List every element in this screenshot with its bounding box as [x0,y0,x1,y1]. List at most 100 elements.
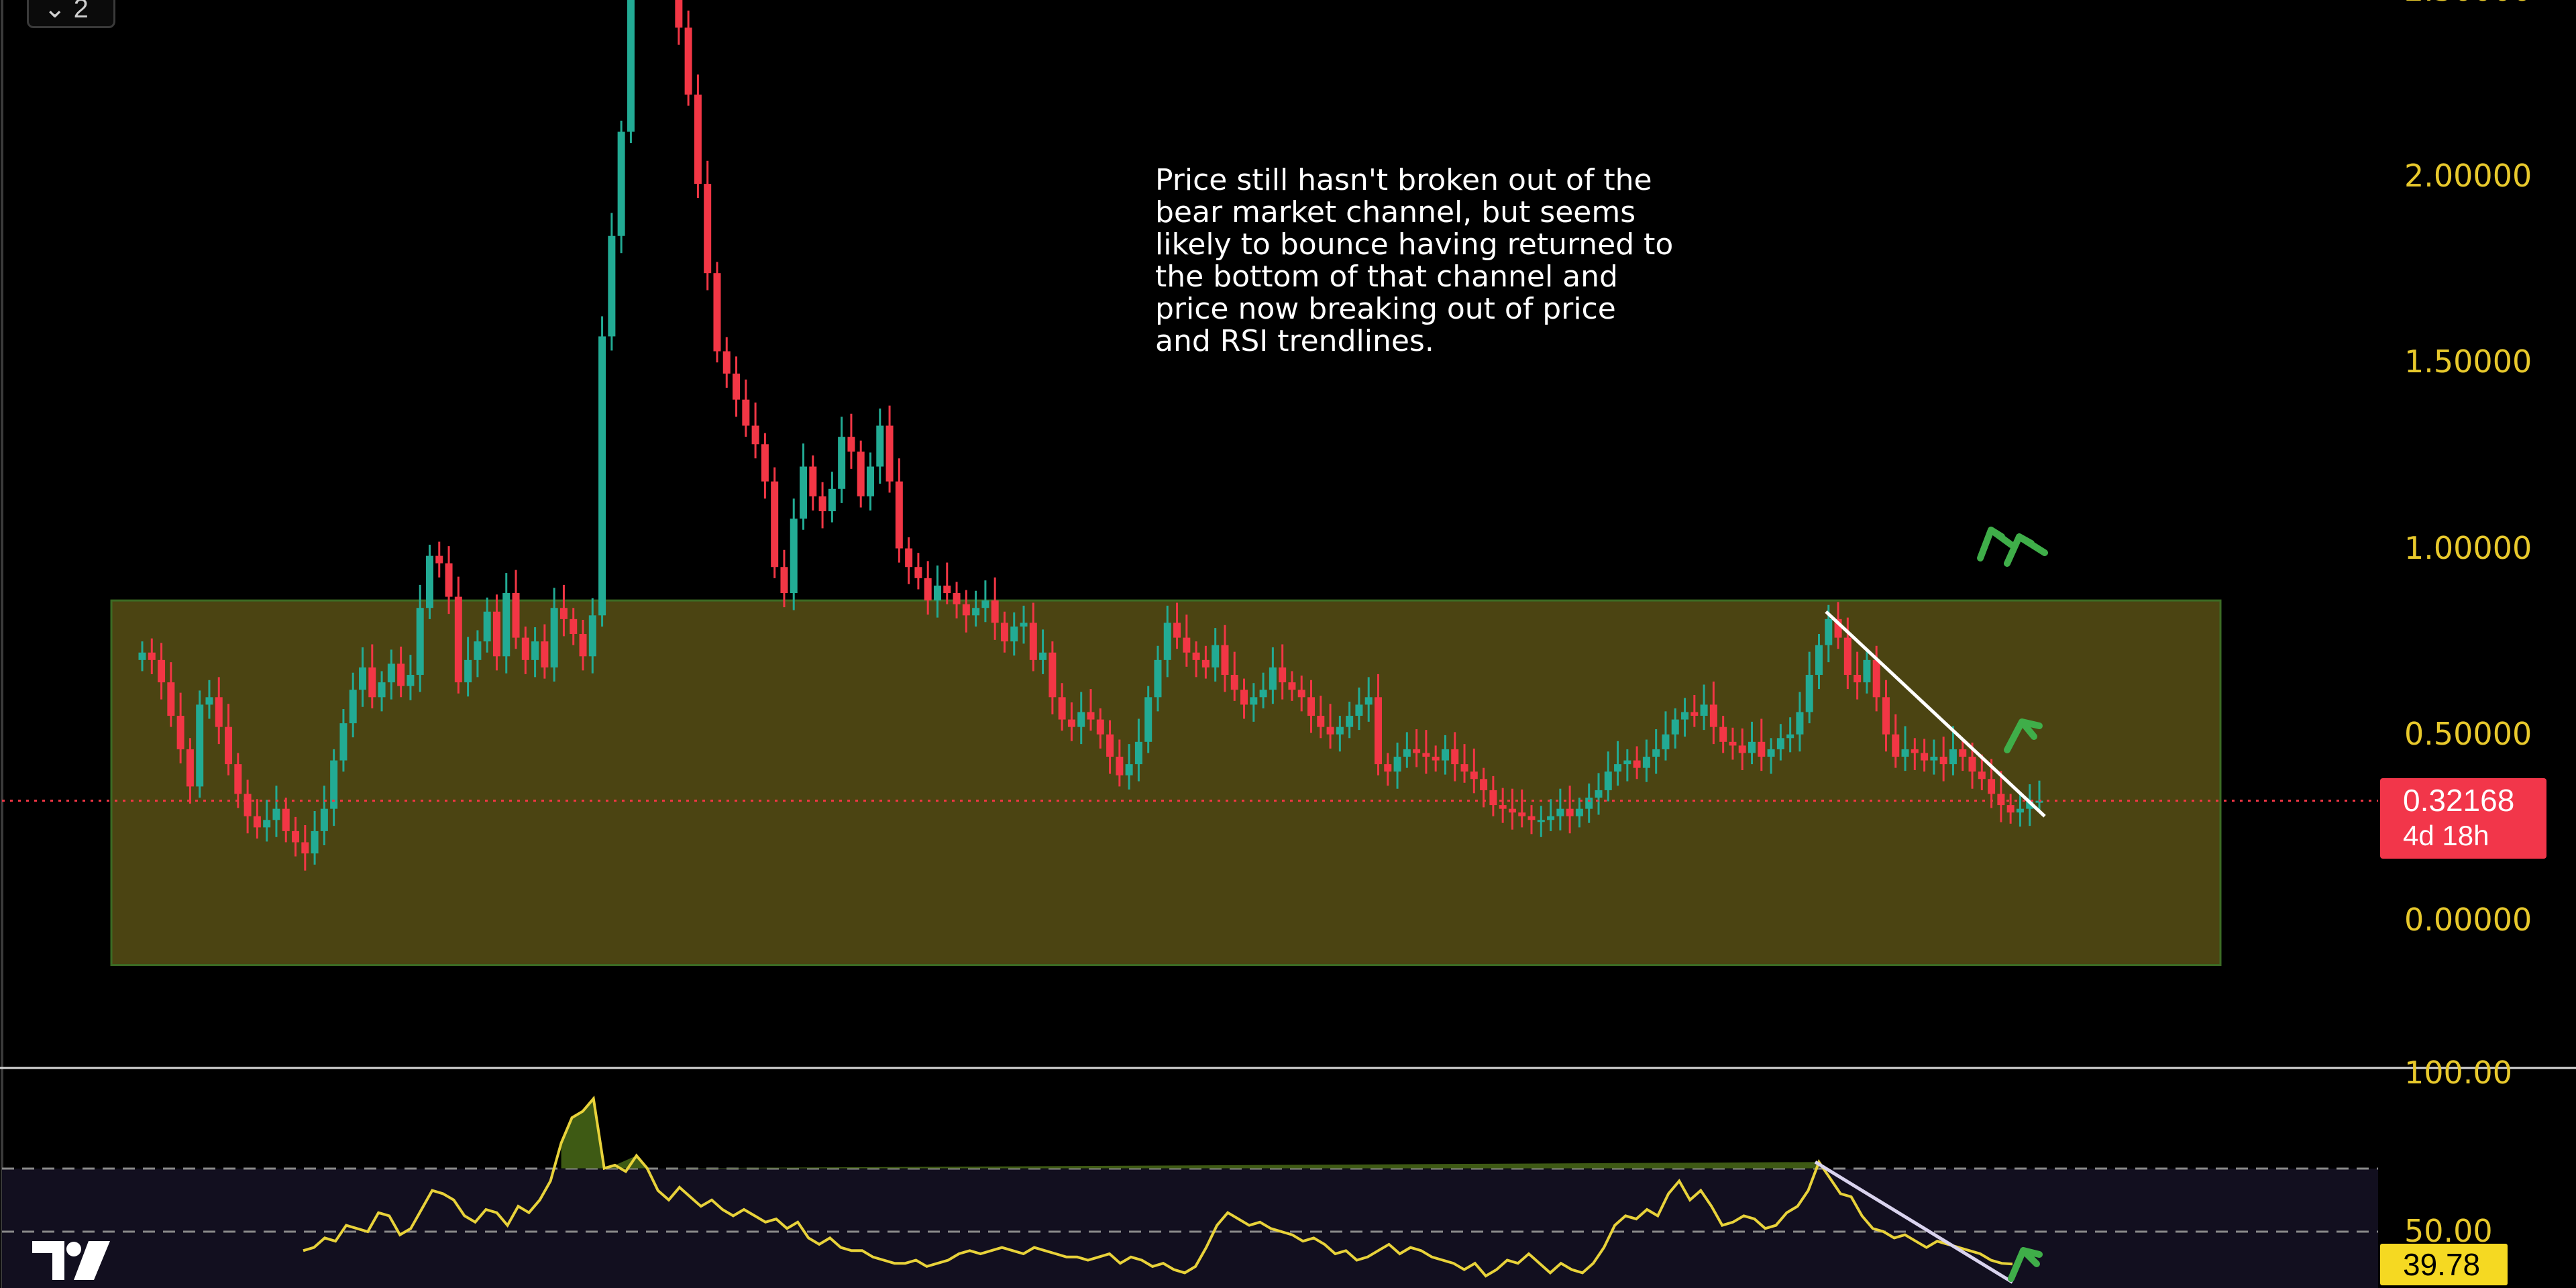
candle [320,786,328,845]
up-arrow-icon[interactable] [2004,718,2043,753]
candle [1585,783,1593,823]
candle [387,649,395,700]
candle [588,598,596,674]
candle [1212,628,1220,682]
candle [282,798,290,843]
candle [1154,645,1162,712]
candle [1854,651,1862,700]
candle [407,655,415,700]
price-tick-label: 2.00000 [2404,158,2532,194]
candle [933,566,941,618]
candle [425,544,433,619]
candle [943,562,951,604]
candle [1183,614,1191,667]
candle [244,780,252,834]
candle [1307,680,1316,733]
candle [627,0,635,144]
candle [1537,806,1545,837]
rsi-trendline[interactable] [1814,1161,2014,1284]
candle [818,482,826,529]
candle [1355,687,1363,731]
annotation-note[interactable]: Price still hasn't broken out of the bea… [1155,163,1674,358]
candle [1805,651,1813,724]
price-tick-label: 1.00000 [2404,529,2532,566]
candle [1911,738,1919,770]
candle [138,641,146,672]
candle [1230,651,1238,701]
candle [800,443,808,530]
candle [205,680,213,719]
candle [866,452,874,511]
candle [828,472,836,523]
double-up-arrow-icon[interactable] [1977,527,2015,561]
candle [1882,680,1890,752]
candle [1221,625,1229,692]
candle [722,337,731,388]
candle [981,580,989,623]
candle [1432,745,1440,772]
candle [2016,794,2024,827]
candle [1623,749,1631,782]
candle [1192,641,1200,678]
candle [1652,729,1660,774]
candle [1930,739,1938,775]
candle [454,576,462,694]
candle [1279,644,1287,700]
candle [1134,718,1142,782]
up-arrow-icon[interactable] [2008,1247,2043,1282]
candle [1949,726,1957,775]
bar-countdown: 4d 18h [2403,820,2489,851]
candle [1729,727,1737,760]
candle [761,433,769,499]
candle [847,413,855,469]
candle [684,10,692,106]
candle [1901,726,1909,771]
candle [1939,737,1947,782]
candle [1633,746,1641,780]
rsi-band [2,1169,2378,1288]
candle [292,816,300,857]
candle [1259,672,1267,708]
rsi-tick-label: 100.00 [2404,1055,2512,1091]
price-trendline[interactable] [1825,610,2046,818]
double-up-arrow-icon[interactable] [2004,533,2048,567]
candle [1346,701,1354,739]
tradingview-logo-icon[interactable] [30,1237,117,1284]
candle [215,677,223,745]
candle [1595,773,1603,815]
last-price-value: 0.32168 [2403,783,2515,818]
candle [1384,753,1392,786]
candle [253,799,261,839]
rsi-line[interactable] [303,1095,2013,1278]
candle [579,619,587,671]
candle [1422,730,1430,774]
candle [1403,732,1411,768]
candle [1039,629,1047,674]
candle [550,588,558,682]
candle [196,690,204,798]
candle [1029,602,1037,672]
candle [1642,739,1650,782]
candle [1776,724,1784,761]
last-price-badge: 0.32168 4d 18h [2380,778,2546,859]
candle [1700,684,1708,731]
candle [1556,788,1564,830]
candle [311,810,319,865]
candle [301,825,309,871]
candle [1326,704,1334,749]
candle [704,160,712,290]
candle [1978,754,1986,790]
candle [751,402,759,459]
candle [838,417,846,503]
price-tick-label: 2.50000 [2404,0,2532,8]
candle [559,584,568,637]
candle [876,409,884,484]
candle [1364,677,1373,722]
collapse-button[interactable]: ⌄ 2 [27,0,115,28]
candle [541,624,549,679]
candle [1020,605,1028,644]
candle [531,627,539,678]
candle [1997,771,2005,822]
candle [2006,794,2015,824]
